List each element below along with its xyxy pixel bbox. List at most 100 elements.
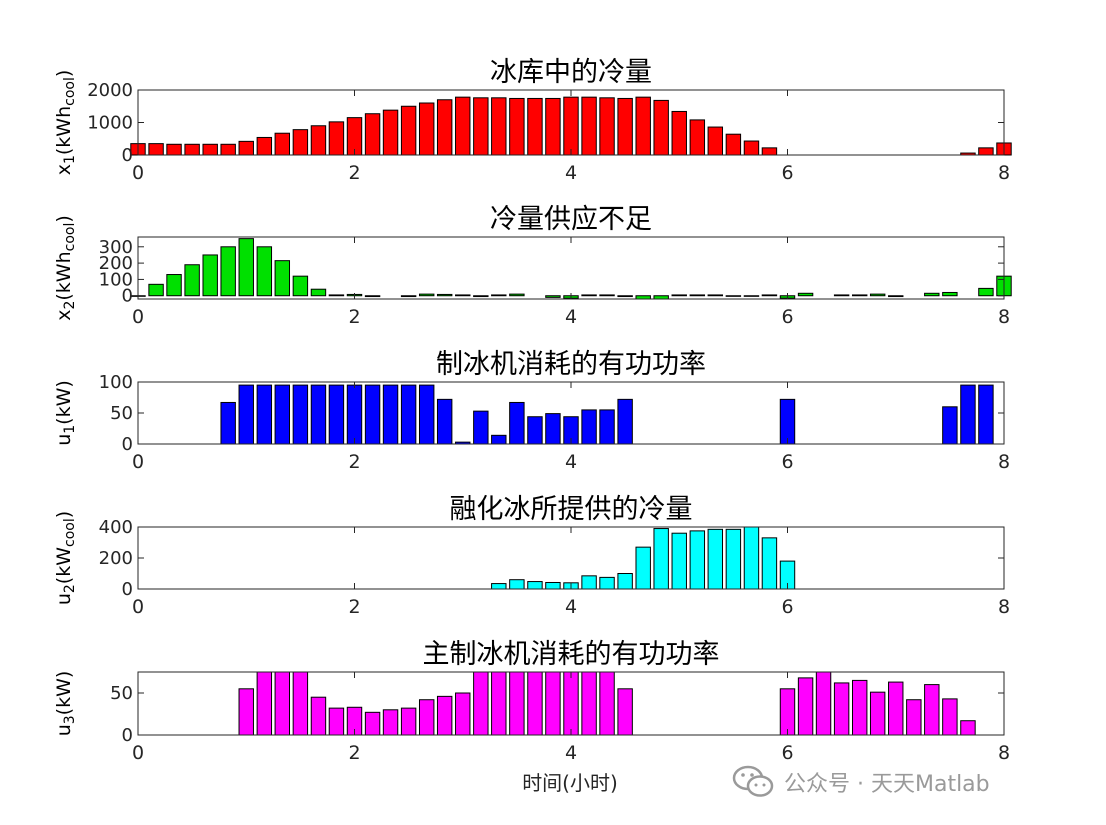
y-label-unit: (kW: [53, 387, 75, 424]
y-axis-label: u1(kW): [53, 380, 78, 446]
bar: [328, 121, 345, 156]
bar: [509, 671, 525, 736]
bar: [761, 294, 778, 297]
y-tick-label: 0: [122, 725, 133, 746]
bar: [310, 288, 327, 297]
y-tick-label: 200: [99, 253, 133, 274]
bar: [364, 384, 381, 445]
x-tick-label: 0: [132, 451, 144, 473]
x-tick-label: 2: [348, 451, 360, 473]
bar: [707, 294, 724, 297]
bar: [599, 294, 615, 297]
y-axis-label: u3(kW): [53, 671, 78, 737]
bar: [473, 671, 489, 736]
bar: [707, 528, 724, 590]
bar: [617, 398, 633, 445]
bar: [888, 681, 904, 736]
bar-series: [491, 526, 796, 590]
bar: [184, 264, 200, 297]
y-tick-label: 200: [99, 548, 133, 569]
bar: [328, 294, 345, 297]
x-tick-label: 6: [781, 162, 793, 184]
bar: [779, 398, 796, 445]
bar: [491, 671, 507, 736]
y-label-unit-subscript: cool: [62, 518, 78, 547]
bar: [455, 96, 471, 156]
bar: [978, 384, 994, 445]
bar: [761, 147, 778, 156]
bar: [491, 294, 507, 297]
y-label-subscript: 3: [62, 715, 78, 724]
bar: [364, 113, 381, 156]
x-tick-label: 8: [998, 451, 1010, 473]
y-label-symbol: x: [53, 310, 75, 321]
bar: [581, 671, 597, 736]
subplot-5: 0 2 4 6 8 0 50 主制冰机消耗的有功功率 u3(kW): [53, 639, 1010, 764]
bar: [527, 581, 543, 590]
y-label-subscript: 1: [62, 425, 78, 434]
bar: [599, 97, 615, 156]
bar: [509, 97, 525, 156]
y-tick-label: 0: [122, 145, 133, 166]
bar: [148, 143, 164, 156]
bar: [689, 530, 706, 590]
y-label-unit: (kW: [53, 678, 75, 715]
bar: [256, 384, 273, 445]
y-label-close: ): [53, 215, 75, 222]
bar: [418, 293, 435, 297]
y-label-symbol: x: [53, 164, 75, 175]
bar: [743, 526, 760, 590]
x-tick-label: 6: [781, 451, 793, 473]
bar: [202, 143, 218, 156]
x-tick-label: 0: [132, 742, 144, 764]
bar: [888, 295, 904, 298]
bar: [725, 295, 742, 297]
bar: [743, 140, 760, 156]
bar: [184, 143, 200, 156]
bar: [436, 695, 453, 736]
bar: [527, 671, 543, 736]
bar: [455, 294, 471, 297]
bar: [942, 406, 958, 445]
bar: [743, 295, 760, 297]
y-tick-label: 400: [99, 517, 133, 538]
bar: [220, 401, 236, 445]
bar: [166, 143, 182, 156]
bar: [274, 260, 291, 297]
x-tick-label: 6: [781, 742, 793, 764]
x-tick-label: 0: [132, 596, 144, 618]
bar: [220, 246, 236, 297]
bar: [617, 97, 633, 156]
bar-series: [130, 238, 1012, 300]
bar: [436, 99, 453, 156]
bar: [274, 384, 291, 445]
bar: [400, 295, 417, 298]
x-tick-label: 6: [781, 306, 793, 328]
x-tick-label: 8: [998, 306, 1010, 328]
y-label-subscript: 2: [62, 301, 78, 310]
y-tick-label: 0: [122, 579, 133, 600]
bar: [310, 696, 327, 736]
y-tick-label: 50: [110, 403, 133, 424]
watermark: 公众号 · 天天Matlab: [732, 762, 990, 802]
bar-series: [220, 384, 994, 445]
y-axis-label: u2(kWcool): [53, 511, 78, 605]
bar: [581, 294, 597, 297]
watermark-text: 公众号 · 天天Matlab: [784, 772, 990, 797]
bar: [220, 143, 236, 156]
y-label-symbol: u: [53, 724, 75, 736]
y-label-unit: (kWh: [53, 251, 75, 300]
y-label-symbol: u: [53, 593, 75, 605]
subplot-title: 主制冰机消耗的有功功率: [423, 639, 720, 670]
bar: [563, 96, 579, 156]
bar: [635, 96, 651, 156]
bar: [256, 246, 273, 297]
bar: [418, 384, 435, 445]
bar: [274, 132, 291, 156]
y-tick-label: 300: [99, 237, 133, 258]
bar: [455, 692, 471, 736]
bar: [400, 707, 417, 736]
